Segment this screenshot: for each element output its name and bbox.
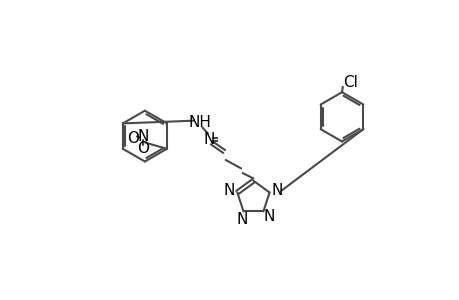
Text: Cl: Cl — [342, 76, 357, 91]
Text: O: O — [127, 130, 139, 146]
Text: N: N — [236, 212, 247, 226]
Text: N: N — [263, 208, 274, 224]
Text: NH: NH — [188, 115, 211, 130]
Text: N: N — [224, 183, 235, 198]
Text: N: N — [137, 129, 148, 144]
Text: O: O — [137, 141, 149, 156]
Text: N: N — [271, 183, 282, 198]
Text: N: N — [203, 132, 215, 147]
